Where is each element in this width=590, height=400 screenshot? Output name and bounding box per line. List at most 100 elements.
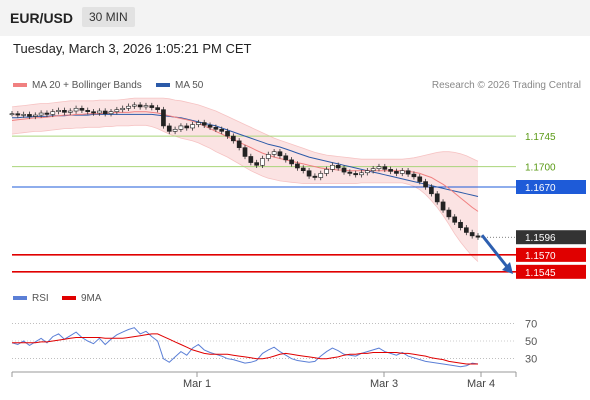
candle [370, 168, 376, 172]
ma9-line [12, 333, 478, 365]
candle [9, 113, 15, 116]
timestamp: Tuesday, March 3, 2026 1:05:21 PM CET [13, 41, 252, 56]
pivot-label: 1.1670 [525, 183, 556, 194]
candle [312, 175, 318, 178]
candle [21, 114, 26, 116]
rsi-line [11, 327, 479, 368]
candle [283, 155, 289, 161]
bollinger-band [12, 98, 478, 262]
candle [306, 170, 312, 177]
time-axis: Mar 1 Mar 3 Mar 4 [11, 371, 517, 390]
candle [330, 164, 335, 170]
rsi-tick-label: 30 [525, 354, 537, 366]
candle [242, 147, 248, 157]
candle [201, 122, 207, 126]
forecast-arrow-head [502, 262, 513, 274]
candle [196, 122, 201, 125]
rsi-plot: 70 50 30 [11, 318, 537, 368]
ma9-legend: 9MA [62, 293, 102, 304]
pivot-label-box [516, 180, 586, 194]
candle [73, 107, 79, 112]
candle [172, 129, 178, 132]
candle [388, 169, 393, 172]
candle [394, 171, 399, 174]
candle [155, 107, 160, 110]
candle [341, 167, 347, 173]
ma20-legend-label: MA 20 + Bollinger Bands [32, 80, 142, 91]
rsi-legend: RSI [13, 293, 49, 304]
candle [277, 151, 283, 157]
last-price-label: 1.1596 [525, 233, 556, 244]
candle [411, 173, 417, 178]
candle [50, 111, 56, 115]
candle [353, 173, 359, 176]
candle [137, 104, 143, 108]
candle [126, 105, 131, 109]
candle [184, 125, 190, 129]
rsi-tick-label: 50 [525, 336, 537, 348]
candle [213, 126, 219, 130]
candle [300, 167, 306, 172]
candle [149, 105, 155, 108]
candle [207, 124, 213, 128]
candle [236, 140, 242, 148]
candle [166, 125, 172, 132]
timeframe-badge[interactable]: 30 MIN [82, 7, 135, 27]
price-plot: 1.1745 1.1700 1.1670 1.1596 1.1570 1.1545 [9, 97, 586, 279]
candle [399, 170, 405, 174]
ma50-line [12, 113, 479, 197]
candle [429, 186, 434, 195]
last-price-label-box [516, 230, 586, 245]
candle [289, 159, 294, 165]
candle [260, 158, 265, 166]
ma9-swatch [62, 296, 76, 301]
candle [464, 227, 469, 233]
bb-lower-line [11, 124, 479, 262]
candle [335, 164, 341, 169]
candle [446, 209, 452, 218]
rsi-swatch [13, 296, 27, 301]
axis-tick-label: Mar 3 [370, 378, 398, 390]
candle [469, 232, 475, 237]
rsi-tick-label: 70 [525, 318, 537, 330]
candle [475, 235, 481, 238]
candle [190, 124, 195, 129]
candle [318, 173, 324, 178]
pair-title: EUR/USD [10, 10, 74, 26]
header-bar: EUR/USD 30 MIN [0, 0, 590, 36]
candle [248, 156, 254, 163]
candle [120, 107, 126, 110]
candle [405, 170, 411, 175]
candle [38, 112, 44, 116]
candle [265, 154, 271, 159]
candle [32, 114, 38, 117]
rsi-legend-label: RSI [32, 293, 49, 304]
support-label-box [516, 247, 586, 262]
candle [44, 112, 50, 115]
candle [359, 172, 364, 176]
candle [15, 113, 21, 116]
candle [417, 176, 423, 182]
candle [382, 166, 388, 170]
axis-tick-label: Mar 4 [467, 378, 495, 390]
candle [56, 110, 61, 112]
candle [271, 151, 277, 155]
axis-tick-label: Mar 1 [183, 378, 211, 390]
candle [108, 111, 114, 115]
candle [91, 111, 96, 114]
candle [131, 104, 137, 107]
candle [295, 163, 300, 169]
candle [97, 110, 102, 114]
ma20-legend: MA 20 + Bollinger Bands [13, 80, 142, 91]
candle [347, 171, 353, 174]
candle [114, 109, 120, 112]
candle [376, 166, 382, 169]
support-label: 1.1570 [525, 251, 556, 262]
candle [458, 221, 463, 229]
support-label-box [516, 264, 586, 279]
ma50-swatch [156, 83, 170, 88]
candle [452, 216, 458, 223]
ma9-legend-label: 9MA [81, 293, 102, 304]
candle [423, 181, 428, 188]
ma20-swatch [13, 83, 27, 88]
